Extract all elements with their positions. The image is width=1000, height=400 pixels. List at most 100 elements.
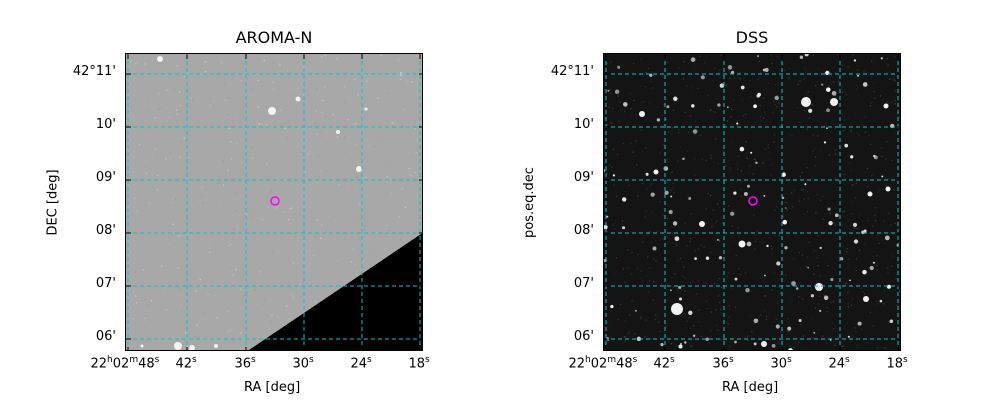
noise-pixel xyxy=(314,236,316,238)
star-source xyxy=(660,343,664,347)
noise-pixel xyxy=(322,225,324,227)
noise-pixel xyxy=(156,189,158,191)
noise-pixel xyxy=(787,330,789,333)
star-source xyxy=(825,70,830,76)
noise-pixel xyxy=(793,111,795,113)
noise-pixel xyxy=(828,154,831,156)
noise-pixel xyxy=(214,289,216,291)
noise-pixel xyxy=(335,58,338,60)
noise-pixel xyxy=(637,254,639,257)
noise-pixel xyxy=(297,149,299,151)
noise-pixel xyxy=(814,147,816,150)
star-source xyxy=(883,103,889,109)
y-tick-label: 10' xyxy=(95,117,116,132)
noise-pixel xyxy=(753,158,755,160)
noise-pixel xyxy=(684,277,686,279)
noise-pixel xyxy=(858,214,861,216)
noise-pixel xyxy=(320,170,322,172)
noise-pixel xyxy=(256,303,258,306)
noise-pixel xyxy=(751,330,753,333)
noise-pixel xyxy=(894,133,896,135)
noise-pixel xyxy=(657,186,659,188)
noise-pixel xyxy=(649,185,652,187)
star-source xyxy=(747,184,750,188)
noise-pixel xyxy=(791,192,793,194)
noise-pixel xyxy=(652,87,654,89)
noise-pixel xyxy=(857,95,859,97)
noise-pixel xyxy=(285,255,287,257)
noise-pixel xyxy=(795,281,797,284)
noise-pixel xyxy=(651,212,653,214)
star-source xyxy=(813,331,816,334)
noise-pixel xyxy=(612,110,614,112)
noise-pixel xyxy=(262,218,264,221)
star-source xyxy=(617,65,621,69)
noise-pixel xyxy=(812,54,815,56)
noise-pixel xyxy=(251,121,253,123)
noise-pixel xyxy=(166,120,168,122)
noise-pixel xyxy=(170,201,172,203)
noise-pixel xyxy=(319,131,321,133)
noise-pixel xyxy=(874,97,876,99)
noise-pixel xyxy=(803,304,805,306)
noise-pixel xyxy=(165,309,167,311)
star-source xyxy=(808,108,813,113)
noise-pixel xyxy=(228,241,230,244)
noise-pixel xyxy=(735,163,737,165)
star-source xyxy=(826,87,831,92)
noise-pixel xyxy=(787,318,789,320)
noise-pixel xyxy=(377,97,379,99)
noise-pixel xyxy=(877,347,879,349)
noise-pixel xyxy=(132,171,134,173)
noise-pixel xyxy=(171,234,173,236)
noise-pixel xyxy=(822,195,824,197)
noise-pixel xyxy=(342,176,344,178)
star-source xyxy=(672,221,678,226)
noise-pixel xyxy=(858,178,861,180)
noise-pixel xyxy=(197,336,199,338)
noise-pixel xyxy=(274,263,276,265)
noise-pixel xyxy=(725,165,727,167)
noise-pixel xyxy=(381,211,383,213)
star-source xyxy=(753,318,759,324)
noise-pixel xyxy=(608,106,610,108)
noise-pixel xyxy=(805,69,807,71)
noise-pixel xyxy=(728,70,730,72)
noise-pixel xyxy=(759,124,761,126)
noise-pixel xyxy=(893,256,895,258)
noise-pixel xyxy=(145,71,147,73)
noise-pixel xyxy=(149,233,151,235)
noise-pixel xyxy=(243,258,245,260)
noise-pixel xyxy=(363,179,365,181)
noise-pixel xyxy=(369,253,371,255)
star-source xyxy=(798,319,802,322)
noise-pixel xyxy=(326,130,328,133)
noise-pixel xyxy=(219,72,221,74)
noise-pixel xyxy=(634,333,636,335)
noise-pixel xyxy=(327,216,329,218)
noise-pixel xyxy=(380,54,382,56)
star-source xyxy=(727,65,733,70)
noise-pixel xyxy=(630,326,632,328)
noise-pixel xyxy=(706,300,708,302)
noise-pixel xyxy=(818,328,820,331)
noise-pixel xyxy=(612,107,614,109)
star-source xyxy=(604,224,608,230)
noise-pixel xyxy=(630,199,632,201)
noise-pixel xyxy=(719,69,721,71)
noise-pixel xyxy=(732,209,734,211)
noise-pixel xyxy=(871,76,873,78)
star-source xyxy=(607,89,610,92)
noise-pixel xyxy=(709,109,711,111)
noise-pixel xyxy=(326,101,328,103)
noise-pixel xyxy=(628,183,630,185)
noise-pixel xyxy=(745,75,747,77)
noise-pixel xyxy=(657,230,659,232)
noise-pixel xyxy=(866,136,868,138)
star-source xyxy=(623,102,628,107)
noise-pixel xyxy=(847,306,849,308)
noise-pixel xyxy=(172,223,174,225)
noise-pixel xyxy=(639,58,642,60)
star-source xyxy=(853,239,859,244)
noise-pixel xyxy=(757,57,760,59)
